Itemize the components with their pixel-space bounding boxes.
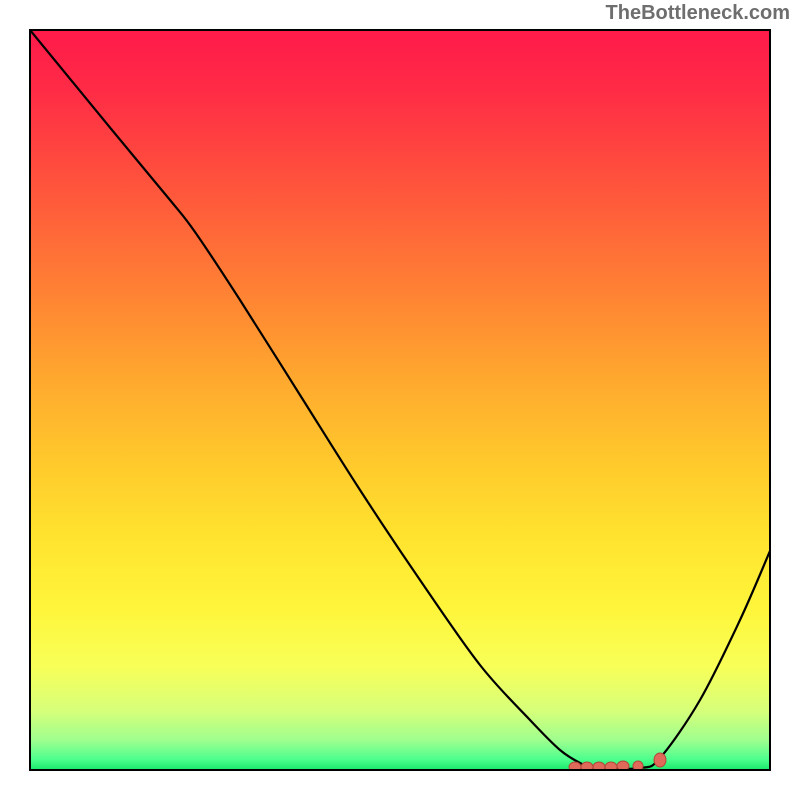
bottleneck-chart xyxy=(0,0,800,800)
plot-background xyxy=(30,30,770,770)
marker-point xyxy=(654,753,666,767)
plot-area xyxy=(30,30,770,772)
watermark: TheBottleneck.com xyxy=(606,2,790,25)
